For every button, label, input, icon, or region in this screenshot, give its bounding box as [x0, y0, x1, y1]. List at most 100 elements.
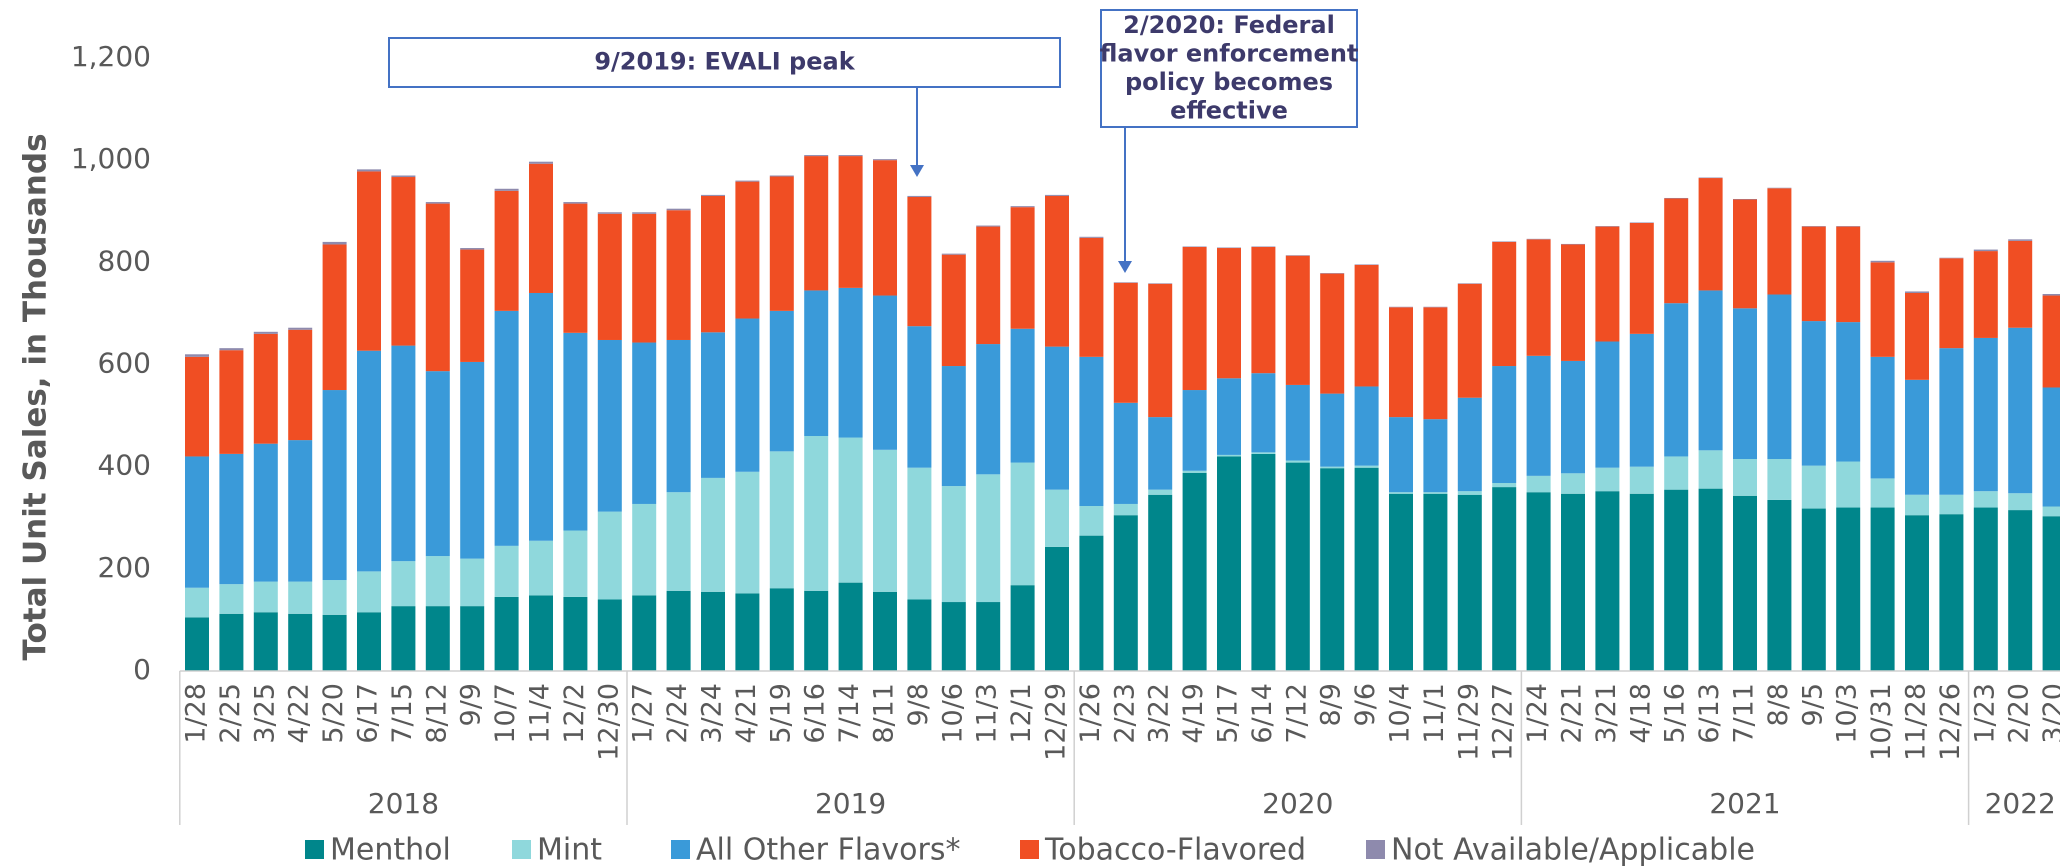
bar-segment — [1767, 187, 1792, 189]
bar-segment — [666, 492, 691, 591]
bar-segment — [907, 467, 932, 600]
bar-segment — [1079, 236, 1104, 238]
bar-segment — [1285, 462, 1310, 671]
bar-segment — [2042, 294, 2060, 296]
bar-segment — [1595, 226, 1620, 227]
legend-swatch — [1020, 840, 1039, 859]
bar-segment — [1148, 283, 1173, 284]
bar-segment — [838, 582, 863, 671]
bar-segment — [907, 195, 932, 197]
bar-segment — [1148, 489, 1173, 495]
bar-segment — [1079, 356, 1104, 507]
bar-segment — [1354, 465, 1379, 468]
legend-swatch — [305, 840, 324, 859]
bar-segment — [838, 156, 863, 288]
bar-segment — [1698, 488, 1723, 671]
bar-segment — [1492, 487, 1517, 671]
bar-segment — [1389, 306, 1413, 308]
x-tick-label: 12/2 — [559, 683, 590, 744]
bar-segment — [1423, 492, 1448, 494]
bar-segment — [769, 310, 794, 452]
group-label: 2018 — [368, 787, 439, 820]
x-tick-label: 11/1 — [1419, 683, 1450, 744]
bar-segment — [2042, 506, 2060, 517]
bar-segment — [804, 436, 829, 591]
bar-segment — [1905, 292, 1929, 380]
arrow-head — [910, 165, 924, 177]
bar-segment — [804, 156, 829, 291]
bar-segment — [529, 292, 553, 541]
bar-segment — [1457, 491, 1482, 495]
bar-segment — [769, 451, 794, 589]
bar-segment — [941, 486, 966, 603]
bar-segment — [1595, 341, 1620, 468]
bar-segment — [1320, 468, 1345, 671]
bar-segment — [1045, 346, 1069, 490]
bar-segment — [701, 332, 725, 478]
x-tick-label: 7/14 — [834, 683, 865, 744]
x-tick-label: 5/19 — [765, 683, 796, 744]
bar-segment — [253, 612, 278, 671]
bar-segment — [1836, 507, 1861, 671]
bar-segment — [357, 612, 381, 671]
bar-segment — [1939, 514, 1964, 671]
bar-segment — [1217, 378, 1241, 455]
y-tick-label: 1,000 — [71, 142, 151, 175]
bar-segment — [1767, 188, 1792, 295]
bar-segment — [1045, 195, 1069, 347]
bar-segment — [632, 595, 657, 671]
x-tick-label: 10/6 — [937, 683, 968, 744]
bar-segment — [1113, 282, 1138, 403]
bar-segment — [460, 361, 485, 559]
bar-segment — [1354, 467, 1379, 671]
bar-segment — [701, 477, 725, 592]
x-tick-label: 1/24 — [1522, 683, 1553, 744]
bar-segment — [494, 310, 519, 546]
x-tick-label: 2/21 — [1557, 683, 1588, 744]
annotation-text: policy becomes — [1125, 68, 1333, 96]
bar-segment — [1733, 308, 1757, 460]
y-axis-title: Total Unit Sales, in Thousands — [18, 133, 54, 660]
bar-segment — [1870, 356, 1895, 479]
bar-segment — [357, 169, 381, 172]
legend-label: Menthol — [330, 833, 451, 867]
bar-segment — [735, 318, 760, 472]
bar-segment — [1801, 226, 1826, 227]
bar-segment — [597, 213, 622, 340]
x-tick-label: 12/26 — [1935, 683, 1966, 761]
bar-segment — [2042, 387, 2060, 507]
bar-segment — [769, 175, 794, 177]
x-tick-label: 10/3 — [1832, 683, 1863, 744]
x-tick-label: 1/28 — [181, 683, 212, 744]
bar-segment — [1698, 177, 1723, 179]
annotation-box — [388, 37, 1061, 88]
bar-segment — [838, 155, 863, 157]
bar-segment — [1217, 248, 1241, 379]
bar-segment — [563, 203, 588, 333]
legend-swatch — [512, 840, 531, 859]
bar-segment — [1836, 461, 1861, 508]
bar-segment — [357, 350, 381, 572]
bar-segment — [1629, 222, 1654, 334]
bar-segment — [425, 556, 450, 607]
bar-segment — [1698, 178, 1723, 291]
bar-segment — [666, 590, 691, 671]
bar-segment — [185, 354, 209, 357]
bar-segment — [597, 339, 622, 512]
bar-segment — [1457, 397, 1482, 492]
bar-segment — [976, 344, 1001, 475]
bar-segment — [1148, 283, 1173, 418]
bar-segment — [804, 290, 829, 437]
bar-segment — [1905, 494, 1929, 516]
bar-segment — [769, 588, 794, 671]
bar-segment — [391, 606, 416, 671]
bar-segment — [322, 244, 347, 391]
x-tick-label: 3/22 — [1144, 683, 1175, 744]
x-tick-label: 9/6 — [1350, 683, 1381, 726]
x-tick-label: 2/23 — [1109, 683, 1140, 744]
bar-segment — [1045, 489, 1069, 547]
bar-segment — [1973, 491, 1998, 508]
x-tick-label: 11/4 — [525, 683, 556, 744]
bar-segment — [1870, 262, 1895, 357]
bar-segment — [1595, 467, 1620, 492]
